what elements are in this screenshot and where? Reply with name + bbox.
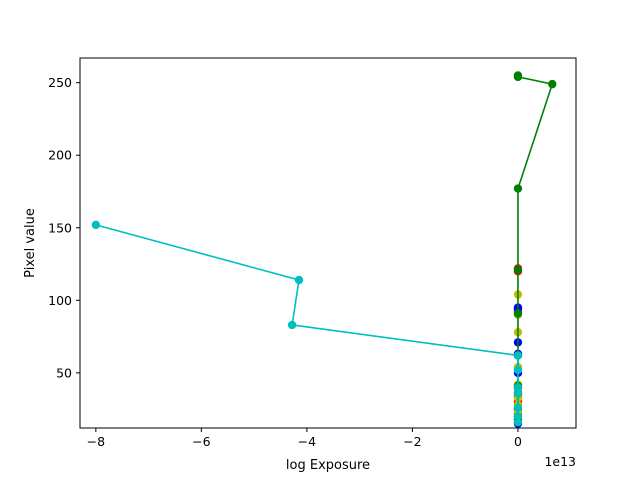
x-offset-text: 1e13 bbox=[544, 454, 576, 469]
data-point bbox=[513, 351, 523, 360]
plot-area bbox=[91, 71, 557, 428]
x-tick-label: −2 bbox=[403, 434, 421, 449]
data-point bbox=[513, 184, 523, 193]
data-point bbox=[294, 275, 304, 285]
data-point bbox=[513, 72, 523, 82]
x-axis-label: log Exposure bbox=[286, 458, 370, 473]
x-axis: −8 −6 −4 −2 0 bbox=[87, 428, 522, 449]
y-tick-label: 100 bbox=[48, 293, 72, 308]
data-point bbox=[513, 417, 523, 427]
y-axis: 50 100 150 200 250 bbox=[48, 75, 80, 380]
x-tick-label: −6 bbox=[192, 434, 210, 449]
y-tick-label: 150 bbox=[48, 220, 72, 235]
data-point bbox=[513, 309, 523, 318]
y-axis-label: Pixel value bbox=[23, 208, 38, 278]
data-point bbox=[513, 403, 523, 412]
x-tick-label: 0 bbox=[514, 434, 522, 449]
data-point bbox=[513, 365, 523, 375]
data-point bbox=[91, 220, 101, 230]
data-point bbox=[513, 383, 523, 392]
axes-frame bbox=[79, 57, 577, 429]
y-tick-label: 50 bbox=[56, 365, 72, 380]
data-point bbox=[513, 265, 523, 275]
data-point bbox=[287, 320, 297, 330]
x-tick-label: −4 bbox=[298, 434, 316, 449]
x-tick-label: −8 bbox=[87, 434, 105, 449]
data-point bbox=[513, 388, 523, 398]
series-line bbox=[95, 224, 519, 423]
y-tick-label: 250 bbox=[48, 75, 72, 90]
y-tick-label: 200 bbox=[48, 148, 72, 163]
data-point bbox=[548, 79, 557, 89]
series-5 bbox=[91, 220, 523, 427]
data-point bbox=[513, 412, 523, 421]
